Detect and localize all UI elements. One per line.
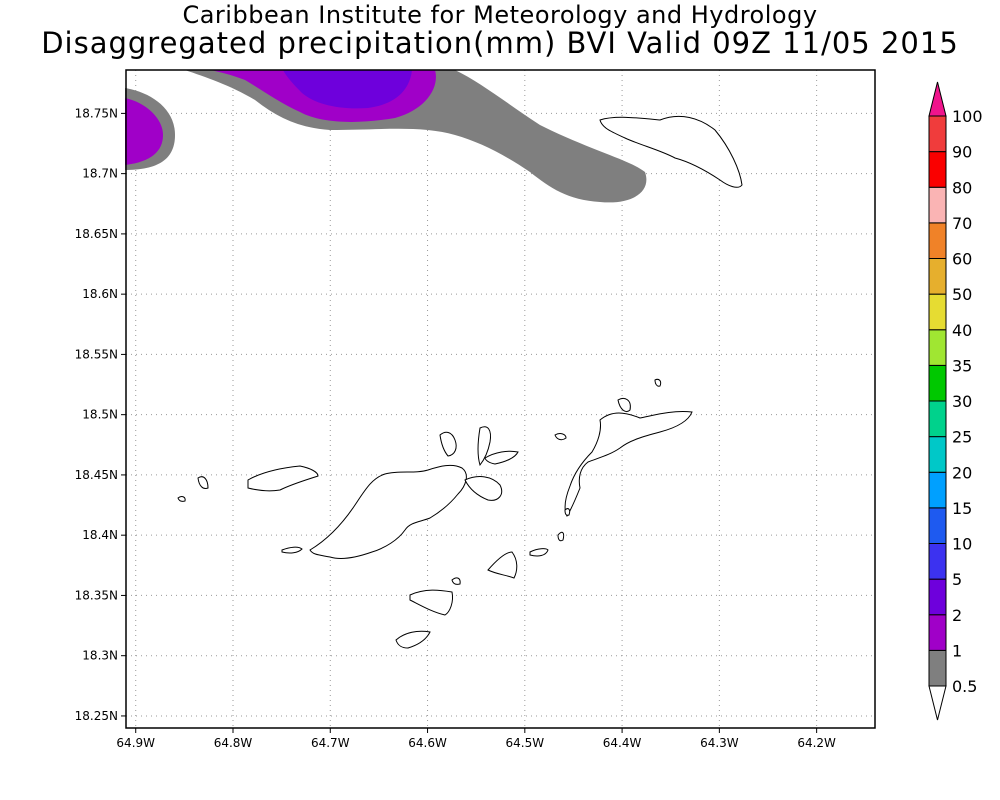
colorbar-label: 5 [952, 570, 962, 589]
precipitation-field [125, 70, 647, 203]
colorbar-label: 0.5 [952, 677, 977, 696]
colorbar-label: 2 [952, 606, 962, 625]
lat-tick-label: 18.7N [82, 167, 118, 181]
island-great-thatch [281, 546, 303, 554]
island-fallen-jerusalem [557, 531, 565, 542]
colorbar-label: 25 [952, 428, 972, 447]
colorbar-swatch [928, 543, 947, 580]
colorbar-label: 10 [952, 535, 972, 554]
colorbar-swatch [928, 436, 947, 473]
colorbar-swatch [928, 293, 947, 331]
island-peter [395, 630, 431, 649]
lat-tick-label: 18.65N [75, 227, 118, 241]
island-jost-van-dyke [247, 465, 319, 492]
colorbar-swatch [928, 364, 947, 402]
colorbar-swatch [928, 115, 947, 153]
lon-tick-label: 64.5W [506, 736, 545, 750]
lon-tick-label: 64.6W [408, 736, 447, 750]
precip-area-moderate [125, 98, 163, 165]
island-necker [654, 378, 662, 387]
colorbar-label: 40 [952, 321, 972, 340]
island-beef-eastern [464, 476, 503, 501]
island-ginger [529, 548, 549, 557]
lat-tick-label: 18.75N [75, 106, 118, 120]
island-anegada [599, 115, 743, 188]
colorbar-label: 15 [952, 499, 972, 518]
colorbar-swatch [928, 507, 947, 544]
colorbar-swatch [928, 614, 947, 651]
latitude-axis: 18.75N 18.7N 18.65N 18.6N 18.55N 18.5N 18.45N 1… [75, 106, 126, 723]
colorbar-label: 70 [952, 214, 972, 233]
colorbar-label: 20 [952, 463, 972, 482]
colorbar-swatch [928, 186, 947, 224]
precip-area-heavy [283, 70, 412, 109]
lat-tick-label: 18.3N [82, 649, 118, 663]
map-subtitle: Disaggregated precipitation(mm) BVI Vali… [41, 26, 959, 60]
colorbar-max-triangle [928, 81, 947, 117]
colorbar-label: 100 [952, 107, 983, 126]
colorbar-min-triangle [928, 685, 947, 721]
colorbar-label: 1 [952, 641, 962, 660]
title-block: Caribbean Institute for Meteorology and … [0, 2, 1000, 58]
map-frame [125, 69, 876, 729]
colorbar-swatch [928, 578, 947, 616]
colorbar-swatch [928, 471, 947, 509]
colorbar-label: 90 [952, 143, 972, 162]
lat-tick-label: 18.5N [82, 408, 118, 422]
colorbar-label: 35 [952, 356, 972, 375]
island-cooper [487, 551, 518, 579]
lat-tick-label: 18.4N [82, 528, 118, 542]
graticule [126, 70, 875, 728]
colorbar-swatch [928, 329, 947, 366]
lon-tick-label: 64.7W [311, 736, 350, 750]
colorbar-swatch [928, 649, 947, 687]
colorbar-label: 80 [952, 178, 972, 197]
colorbar-label: 60 [952, 250, 972, 269]
lat-tick-label: 18.55N [75, 347, 118, 361]
lon-tick-label: 64.3W [700, 736, 739, 750]
colorbar-label: 30 [952, 392, 972, 411]
island-little-thatch [177, 496, 186, 502]
map-title: Caribbean Institute for Meteorology and … [182, 1, 818, 29]
lon-tick-label: 64.4W [603, 736, 642, 750]
island-salt-dead-chest [451, 577, 461, 585]
colorbar-swatch [928, 222, 947, 259]
colorbar-swatch [928, 400, 947, 438]
island-guana [439, 431, 457, 457]
longitude-axis: 64.9W 64.8W 64.7W 64.6W 64.5W 64.4W 64.3W 64.2W [116, 728, 836, 750]
island-great-camanoe [477, 426, 491, 467]
island-norman-cluster [409, 589, 453, 616]
lat-tick-label: 18.45N [75, 468, 118, 482]
island-sandy-cay-west [197, 476, 209, 489]
island-marina-cay [554, 433, 567, 441]
colorbar-swatch [928, 151, 947, 188]
colorbar-label: 50 [952, 285, 972, 304]
islands [177, 115, 743, 649]
island-mosquito [617, 397, 631, 413]
lon-tick-label: 64.8W [214, 736, 253, 750]
colorbar-swatch [928, 258, 947, 295]
island-round-rock [564, 508, 571, 516]
lat-tick-label: 18.6N [82, 287, 118, 301]
lon-tick-label: 64.9W [116, 736, 155, 750]
lat-tick-label: 18.35N [75, 588, 118, 602]
island-scrub [484, 450, 519, 465]
lon-tick-label: 64.2W [797, 736, 836, 750]
island-tortola [309, 464, 467, 559]
island-virgin-gorda [564, 411, 693, 518]
lat-tick-label: 18.25N [75, 709, 118, 723]
